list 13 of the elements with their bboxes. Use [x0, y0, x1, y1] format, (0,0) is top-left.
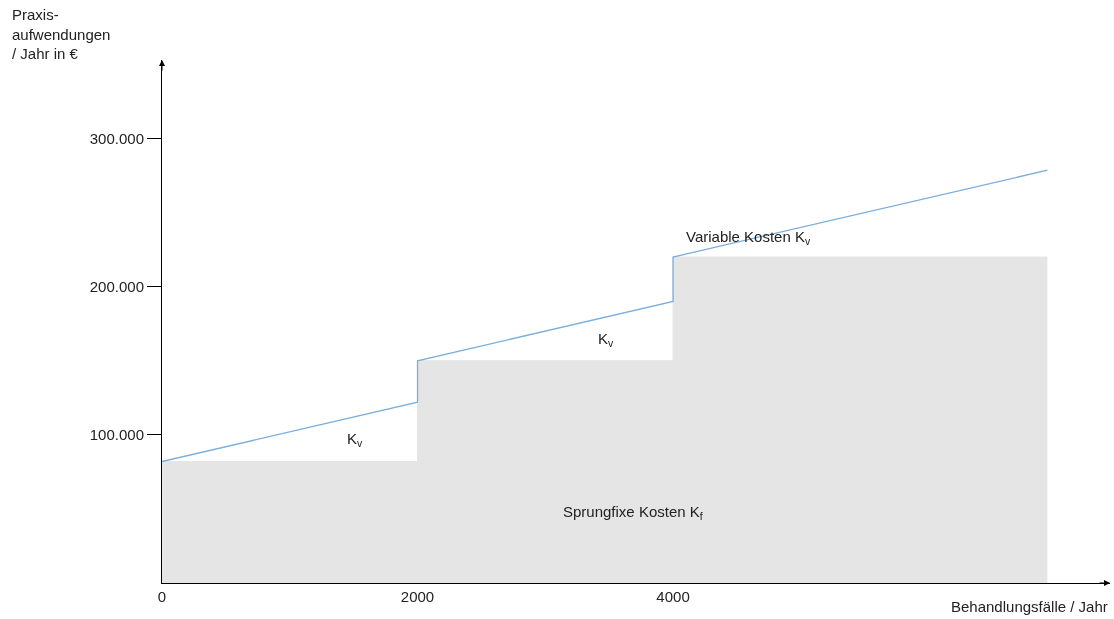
line-series	[162, 169, 1049, 463]
annotation: Variable Kosten K$_{v}$	[686, 228, 811, 248]
y-tick-label: 300.000	[89, 129, 144, 147]
y-axis-title: Praxis- aufwendungen / Jahr in €	[12, 6, 111, 62]
x-tick-label: 0	[157, 588, 167, 605]
x-tick-label: 2000	[400, 588, 435, 605]
annotation: Sprungfixe Kosten K$_{f}$	[563, 503, 703, 523]
x-tick-label: 4000	[656, 588, 690, 605]
annotation: K$_{v}$	[598, 330, 615, 350]
y-tick-label: 200.000	[89, 277, 144, 295]
x-axis-title: Behandlungsfälle / Jahr	[951, 598, 1108, 615]
annotation: K$_{v}$	[347, 430, 364, 450]
y-tick-label: 100.000	[89, 426, 144, 444]
